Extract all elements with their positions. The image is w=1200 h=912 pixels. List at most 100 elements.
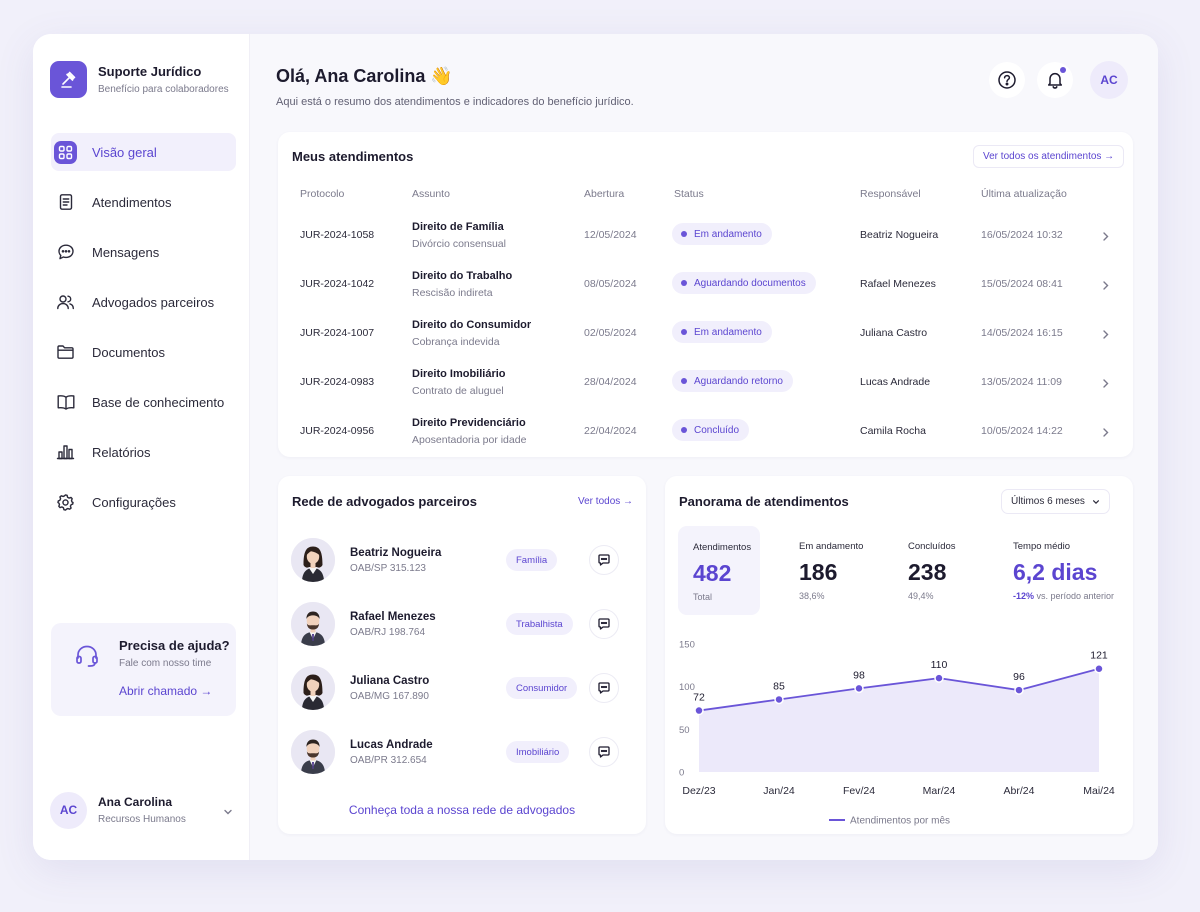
series-area — [699, 668, 1099, 772]
sidebar-item-configuracoes[interactable]: Configurações — [51, 483, 236, 521]
help-subtitle: Fale com nosso time — [119, 658, 212, 669]
brand-subtitle: Benefício para colaboradores — [98, 84, 229, 95]
status-badge: Em andamento — [672, 223, 772, 245]
subject-title: Direito do Trabalho — [412, 270, 513, 282]
table-row[interactable]: JUR-2024-0956 Direito Previdenciário Apose… — [278, 406, 1133, 455]
chat-bubble-icon — [598, 746, 610, 758]
status-badge: Aguardando retorno — [672, 370, 793, 392]
stat-value: 186 — [799, 559, 838, 585]
responsible: Beatriz Nogueira — [860, 229, 939, 241]
table-row[interactable]: JUR-2024-1042 Direito do Trabalho Rescisão… — [278, 259, 1133, 308]
protocol-number: JUR-2024-1007 — [300, 327, 375, 339]
notifications-button[interactable] — [1037, 62, 1073, 98]
subject-title: Direito Previdenciário — [412, 417, 526, 429]
stat-tempo-medio: Tempo médio 6,2 dias -12% vs. período an… — [1013, 541, 1114, 601]
sidebar-item-label: Visão geral — [92, 144, 157, 160]
x-tick-label: Jan/24 — [763, 785, 795, 797]
help-button[interactable] — [989, 62, 1025, 98]
message-lawyer-button[interactable] — [589, 609, 619, 639]
atendimentos-title: Meus atendimentos — [292, 149, 414, 164]
subject: Direito de Família Divórcio consensual — [412, 221, 506, 250]
sidebar-item-label: Documentos — [92, 344, 165, 360]
view-all-lawyers-link[interactable]: Ver todos → — [578, 496, 634, 507]
user-name: Ana Carolina — [98, 795, 173, 809]
lawyer-network-link[interactable]: Conheça toda a nossa rede de advogados — [348, 803, 576, 817]
table-row[interactable]: JUR-2024-1007 Direito do Consumidor Cobran… — [278, 308, 1133, 357]
page-subtitle: Aqui está o resumo dos atendimentos e in… — [276, 96, 634, 108]
sidebar-item-label: Configurações — [92, 494, 176, 510]
x-tick-label: Abr/24 — [1004, 785, 1035, 797]
sidebar-item-label: Atendimentos — [92, 194, 172, 210]
brand[interactable]: Suporte Jurídico Benefício para colabora… — [50, 61, 229, 98]
subject: Direito Imobiliário Contrato de aluguel — [412, 368, 506, 397]
sidebar-item-mensagens[interactable]: Mensagens — [51, 233, 236, 271]
practice-area-tag: Família — [506, 549, 558, 571]
column-header-status: Status — [674, 188, 704, 200]
subject-detail: Divórcio consensual — [412, 238, 506, 250]
chevron-right-icon — [1101, 376, 1110, 394]
page-title: Olá, Ana Carolina 👋 — [276, 66, 453, 86]
opening-date: 28/04/2024 — [584, 376, 637, 388]
sidebar-nav: Visão geral Atendimentos Mensagens Advog… — [51, 133, 236, 533]
view-all-atendimentos-button[interactable]: Ver todos os atendimentos → — [973, 145, 1125, 168]
table-row[interactable]: JUR-2024-1058 Direito de Família Divórcio … — [278, 210, 1133, 259]
x-tick-label: Dez/23 — [682, 785, 715, 797]
chevron-right-icon — [1101, 425, 1110, 443]
subject-title: Direito do Consumidor — [412, 319, 532, 331]
period-select[interactable]: Últimos 6 meses — [1001, 489, 1110, 514]
practice-area-tag: Consumidor — [506, 677, 578, 699]
chat-bubble-icon — [598, 554, 610, 566]
overview-card: Panorama de atendimentos Últimos 6 meses… — [665, 476, 1133, 834]
main-content: Olá, Ana Carolina 👋 Aqui está o resumo d… — [250, 34, 1158, 860]
headset-icon — [73, 642, 101, 675]
opening-date: 22/04/2024 — [584, 425, 637, 437]
user-role: Recursos Humanos — [98, 814, 186, 825]
status-badge: Concluído — [672, 419, 750, 441]
status-dot — [681, 231, 687, 237]
notification-dot — [1060, 67, 1066, 73]
subject-detail: Cobrança indevida — [412, 336, 500, 348]
opening-date: 12/05/2024 — [584, 229, 637, 241]
lawyer-item[interactable]: Beatriz Nogueira OAB/SP 315.123 Família — [291, 538, 634, 588]
sidebar-item-atendimentos[interactable]: Atendimentos — [51, 183, 236, 221]
table-row[interactable]: JUR-2024-0983 Direito Imobiliário Contrato… — [278, 357, 1133, 406]
y-tick-label: 100 — [679, 682, 695, 693]
data-point — [694, 705, 704, 716]
message-lawyer-button[interactable] — [589, 545, 619, 575]
open-ticket-link[interactable]: Abrir chamado → — [119, 684, 213, 698]
x-tick-label: Mar/24 — [923, 785, 956, 797]
help-title: Precisa de ajuda? — [119, 638, 230, 653]
status-label: Concluído — [694, 424, 740, 436]
lawyer-item[interactable]: Lucas Andrade OAB/PR 312.654 Imobiliário — [291, 730, 634, 780]
help-card: Precisa de ajuda? Fale com nosso time Ab… — [51, 623, 236, 716]
data-point — [854, 683, 864, 694]
header-avatar[interactable]: AC — [1090, 61, 1128, 99]
message-lawyer-button[interactable] — [589, 737, 619, 767]
stat-label: Tempo médio — [1013, 541, 1071, 552]
responsible: Lucas Andrade — [860, 376, 931, 388]
data-label: 110 — [931, 659, 948, 671]
lawyer-item[interactable]: Juliana Castro OAB/MG 167.890 Consumidor — [291, 666, 634, 716]
sidebar-item-base-conhecimento[interactable]: Base de conhecimento — [51, 383, 236, 421]
sidebar: Suporte Jurídico Benefício para colabora… — [33, 34, 250, 860]
data-label: 72 — [693, 692, 705, 704]
subject: Direito Previdenciário Aposentadoria por … — [412, 417, 526, 446]
lawyer-item[interactable]: Rafael Menezes OAB/RJ 198.764 Trabalhista — [291, 602, 634, 652]
sidebar-item-documentos[interactable]: Documentos — [51, 333, 236, 371]
grid-icon — [54, 140, 77, 164]
opening-date: 02/05/2024 — [584, 327, 637, 339]
sidebar-item-visao-geral[interactable]: Visão geral — [51, 133, 236, 171]
chevron-right-icon — [1101, 229, 1110, 247]
sidebar-item-relatorios[interactable]: Relatórios — [51, 433, 236, 471]
y-tick-label: 0 — [679, 768, 684, 779]
user-menu[interactable]: AC Ana Carolina Recursos Humanos — [50, 791, 235, 829]
status-label: Em andamento — [694, 326, 762, 338]
stat-total-box — [678, 526, 760, 615]
lawyer-name: Rafael Menezes — [350, 611, 436, 623]
y-tick-label: 50 — [679, 725, 690, 736]
sidebar-item-advogados[interactable]: Advogados parceiros — [51, 283, 236, 321]
sidebar-item-label: Advogados parceiros — [92, 294, 215, 310]
document-icon — [54, 191, 77, 214]
last-update: 15/05/2024 08:41 — [981, 278, 1063, 290]
message-lawyer-button[interactable] — [589, 673, 619, 703]
